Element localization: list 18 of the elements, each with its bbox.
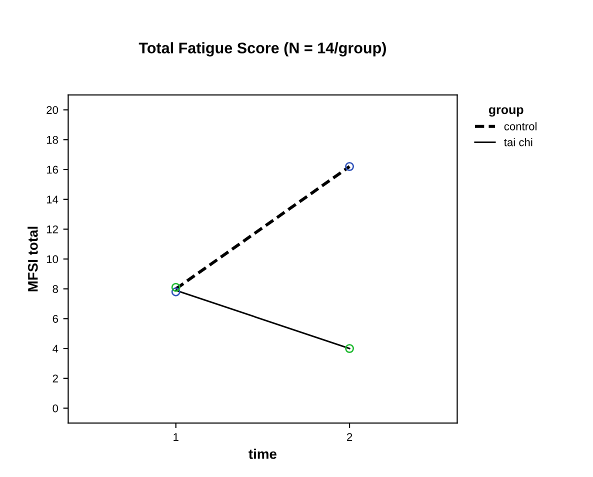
chart-title: Total Fatigue Score (N = 14/group) xyxy=(138,42,386,56)
y-tick-label: 20 xyxy=(46,106,58,114)
y-tick-label: 10 xyxy=(46,255,58,264)
x-axis-title: time xyxy=(248,448,277,459)
legend-label: control xyxy=(504,122,536,130)
y-tick-label: 16 xyxy=(46,166,58,174)
legend-label: tai chi xyxy=(504,138,532,146)
legend-title: group xyxy=(488,107,524,117)
y-axis-title: MFSI total xyxy=(28,226,38,292)
y-tick-label: 0 xyxy=(52,404,58,412)
y-tick-label: 18 xyxy=(46,136,58,144)
y-tick-label: 4 xyxy=(52,344,58,353)
y-tick-label: 14 xyxy=(46,196,58,204)
y-tick-label: 6 xyxy=(52,314,58,323)
y-tick-label: 2 xyxy=(52,374,58,382)
y-tick-label: 12 xyxy=(46,225,58,234)
x-tick-label: 1 xyxy=(174,433,178,441)
y-tick-label: 8 xyxy=(52,285,58,293)
